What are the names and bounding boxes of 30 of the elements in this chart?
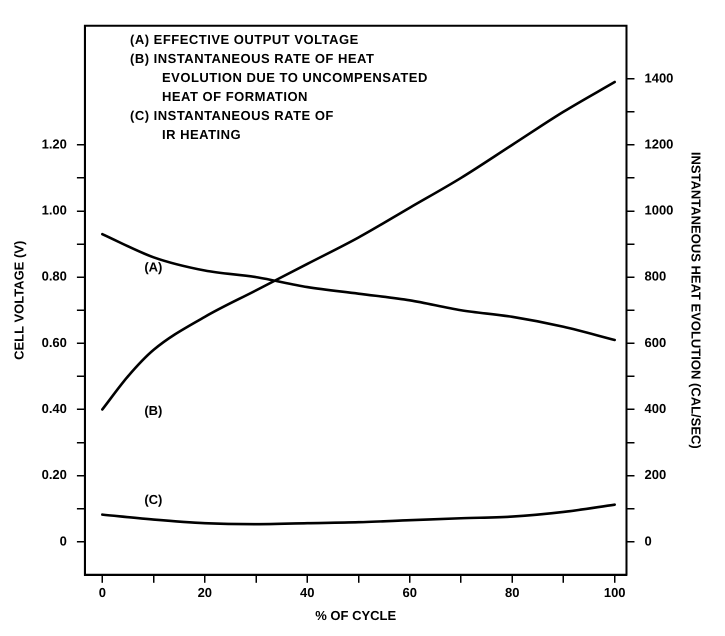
y-tick-label: 0.80 [42,268,67,284]
y2-tick-label: 1400 [644,70,674,86]
x-tick-label: 20 [198,585,212,600]
text: (B) [144,403,162,418]
series-label: (A) [144,260,162,275]
y2-tick-label: 1000 [644,202,674,218]
x-tick-label: 80 [504,585,520,600]
y-tick-label: 1.00 [42,202,67,218]
y-tick-label: 0.40 [42,401,67,416]
x-tick-label: 40 [300,585,315,600]
y-tick-label: 0.60 [42,334,67,350]
y2-tick-label: 200 [644,467,666,482]
y2-tick-label: 600 [644,334,666,350]
x-tick-label: 0 [98,585,106,600]
y-axis-title: CELL VOLTAGE (V) [11,240,26,360]
y-tick-label: 0 [60,533,67,548]
y-tick-label: 0.20 [42,467,67,482]
y2-tick-label: 0 [644,533,652,548]
y-tick-label: 1.20 [42,136,67,152]
y2-tick-label: 400 [644,401,666,416]
y2-axis-title: INSTANTANEOUS HEAT EVOLUTION (CAL/SEC) [688,152,704,449]
y2-tick-label: 800 [644,268,666,284]
x-axis-title: % OF CYCLE [315,608,396,623]
x-tick-label: 100 [604,585,626,600]
annotation: (A) EFFECTIVE OUTPUT VOLTAGE [130,31,360,49]
y2-tick-label: 1200 [644,136,674,152]
x-tick-label: 60 [402,585,417,600]
annotation: (B) INSTANTANEOUS RATE OF HEAT EVOLUTION DUE TO UNCOMPENSATED HEAT OF FORMATION [130,50,428,106]
annotation: (C) INSTANTANEOUS RATE OF IR HEATING [130,107,335,144]
series-label: (C) [144,492,162,508]
